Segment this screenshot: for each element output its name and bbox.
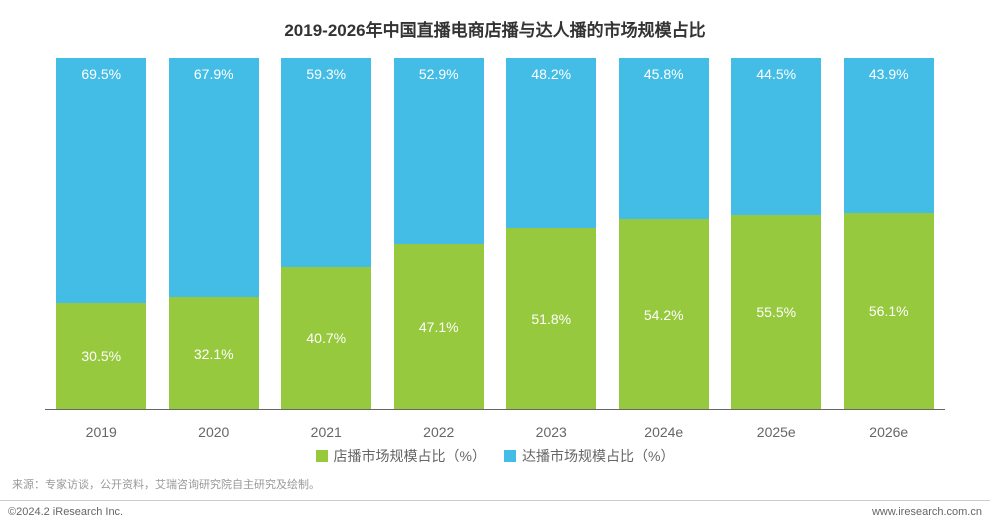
bar-segment-bottom: 54.2% (619, 219, 709, 410)
bar-group: 44.5%55.5% (720, 58, 833, 410)
bar-segment-top: 45.8% (619, 58, 709, 219)
bar-stack: 45.8%54.2% (619, 58, 709, 410)
x-axis-line (45, 409, 945, 410)
legend-swatch-top (504, 450, 516, 462)
bar-stack: 43.9%56.1% (844, 58, 934, 410)
bar-group: 59.3%40.7% (270, 58, 383, 410)
bar-segment-bottom: 51.8% (506, 228, 596, 410)
x-axis-labels: 201920202021202220232024e2025e2026e (45, 424, 945, 440)
bar-segment-bottom: 55.5% (731, 215, 821, 410)
bar-segment-top: 43.9% (844, 58, 934, 213)
bar-group: 45.8%54.2% (608, 58, 721, 410)
bar-group: 43.9%56.1% (833, 58, 946, 410)
legend: 店播市场规模占比（%） 达播市场规模占比（%） (0, 446, 990, 466)
footer: ©2024.2 iResearch Inc. www.iresearch.com… (0, 500, 990, 522)
x-axis-label: 2019 (45, 424, 158, 440)
legend-swatch-bottom (316, 450, 328, 462)
bar-segment-bottom: 56.1% (844, 213, 934, 410)
plot-area: 69.5%30.5% 67.9%32.1%59.3%40.7% 52.9%47.1%… (45, 58, 945, 410)
bar-segment-top: 52.9% (394, 58, 484, 244)
bar-segment-top: 69.5% (56, 58, 146, 303)
chart-title: 2019-2026年中国直播电商店播与达人播的市场规模占比 (0, 0, 990, 41)
bar-stack: 67.9%32.1% (169, 58, 259, 410)
x-axis-label: 2025e (720, 424, 833, 440)
source-note: 来源：专家访谈，公开资料，艾瑞咨询研究院自主研究及绘制。 (12, 476, 320, 492)
bar-segment-top: 44.5% (731, 58, 821, 215)
bar-stack: 69.5%30.5% (56, 58, 146, 410)
bar-stack: 48.2%51.8% (506, 58, 596, 410)
x-axis-label: 2020 (158, 424, 271, 440)
bar-segment-bottom: 32.1% (169, 297, 259, 410)
bar-group: 48.2%51.8% (495, 58, 608, 410)
bar-stack: 59.3%40.7% (281, 58, 371, 410)
legend-label-top: 达播市场规模占比（%） (522, 446, 674, 466)
x-axis-label: 2023 (495, 424, 608, 440)
bar-segment-bottom: 47.1% (394, 244, 484, 410)
bar-group: 67.9%32.1% (158, 58, 271, 410)
bar-segment-bottom: 30.5% (56, 303, 146, 410)
bar-group: 52.9%47.1% (383, 58, 496, 410)
bar-stack: 44.5%55.5% (731, 58, 821, 410)
bar-stack: 52.9%47.1% (394, 58, 484, 410)
x-axis-label: 2024e (608, 424, 721, 440)
chart-container: 2019-2026年中国直播电商店播与达人播的市场规模占比 69.5%30.5%… (0, 0, 990, 522)
x-axis-label: 2021 (270, 424, 383, 440)
bar-group: 69.5%30.5% (45, 58, 158, 410)
legend-label-bottom: 店播市场规模占比（%） (334, 446, 486, 466)
legend-item-bottom: 店播市场规模占比（%） (316, 446, 486, 466)
bar-segment-bottom: 40.7% (281, 267, 371, 410)
footer-url: www.iresearch.com.cn (872, 506, 982, 518)
x-axis-label: 2022 (383, 424, 496, 440)
x-axis-label: 2026e (833, 424, 946, 440)
bar-segment-top: 59.3% (281, 58, 371, 267)
footer-copyright: ©2024.2 iResearch Inc. (8, 506, 123, 518)
bar-segment-top: 67.9% (169, 58, 259, 297)
bars-row: 69.5%30.5% 67.9%32.1%59.3%40.7% 52.9%47.1%… (45, 58, 945, 410)
bar-segment-top: 48.2% (506, 58, 596, 228)
legend-item-top: 达播市场规模占比（%） (504, 446, 674, 466)
